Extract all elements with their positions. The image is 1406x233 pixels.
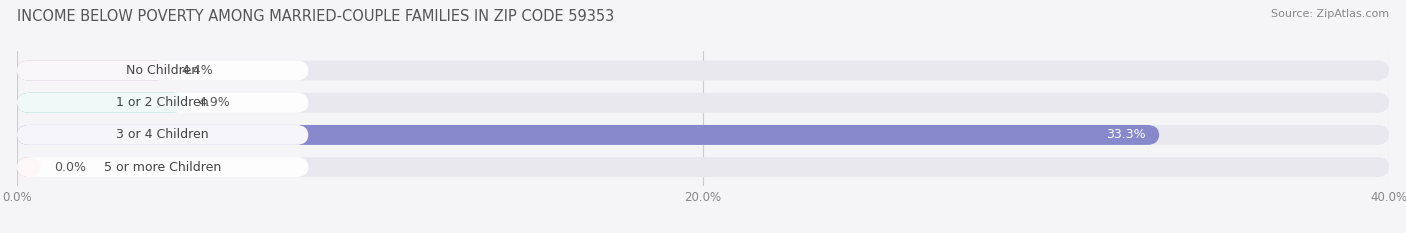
FancyBboxPatch shape [17, 61, 1389, 81]
FancyBboxPatch shape [17, 61, 167, 81]
Text: 33.3%: 33.3% [1107, 128, 1146, 141]
FancyBboxPatch shape [17, 157, 41, 177]
Text: 5 or more Children: 5 or more Children [104, 161, 221, 174]
FancyBboxPatch shape [17, 157, 308, 177]
FancyBboxPatch shape [17, 61, 308, 81]
Text: Source: ZipAtlas.com: Source: ZipAtlas.com [1271, 9, 1389, 19]
Text: 4.9%: 4.9% [198, 96, 231, 109]
Text: 3 or 4 Children: 3 or 4 Children [117, 128, 209, 141]
FancyBboxPatch shape [17, 93, 1389, 113]
Text: INCOME BELOW POVERTY AMONG MARRIED-COUPLE FAMILIES IN ZIP CODE 59353: INCOME BELOW POVERTY AMONG MARRIED-COUPL… [17, 9, 614, 24]
FancyBboxPatch shape [17, 157, 1389, 177]
FancyBboxPatch shape [17, 125, 1160, 145]
FancyBboxPatch shape [17, 93, 308, 113]
Text: 0.0%: 0.0% [55, 161, 87, 174]
Text: 4.4%: 4.4% [181, 64, 214, 77]
FancyBboxPatch shape [17, 125, 1389, 145]
Text: No Children: No Children [127, 64, 200, 77]
FancyBboxPatch shape [17, 125, 308, 145]
FancyBboxPatch shape [17, 93, 186, 113]
Text: 1 or 2 Children: 1 or 2 Children [117, 96, 209, 109]
